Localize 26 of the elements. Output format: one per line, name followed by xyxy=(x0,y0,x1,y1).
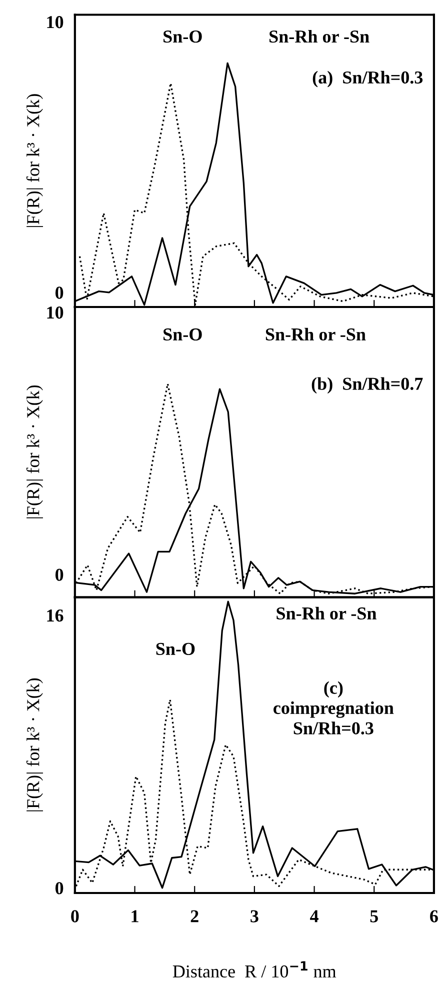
x-tick-label: 0 xyxy=(71,910,79,922)
y-axis-title: |F(R)| for k³ · X(k) xyxy=(26,385,43,518)
y-tick-label: 16 xyxy=(47,609,64,622)
annotation: Sn-O xyxy=(164,328,202,341)
y-tick-label: 10 xyxy=(47,306,64,319)
y-tick-label: 10 xyxy=(47,16,64,28)
x-tick-label: 2 xyxy=(190,910,198,922)
x-tick-label: 1 xyxy=(132,910,138,922)
x-axis-title: Distance R / 10$^{−1}$ nm xyxy=(172,961,336,978)
annotation: Sn-O xyxy=(164,30,202,43)
y-tick-label: 0 xyxy=(55,568,64,581)
y-tick-label: 0 xyxy=(55,286,64,299)
annotation: Sn-O xyxy=(156,642,195,656)
annotation: Sn-Rh or -Sn xyxy=(270,30,370,43)
annotation: (b) Sn/Rh=0.7 xyxy=(312,377,423,394)
annotation: Sn-Rh or -Sn xyxy=(266,328,366,341)
y-axis-title: |F(R)| for k³ · X(k) xyxy=(26,94,43,228)
y-tick-label: 0 xyxy=(55,882,64,894)
annotation: Sn-Rh or -Sn xyxy=(276,606,376,620)
x-tick-label: 5 xyxy=(370,910,378,922)
annotation: (c) coimpregnation Sn/Rh=0.3 xyxy=(274,681,394,734)
annotation: (a) Sn/Rh=0.3 xyxy=(312,70,423,88)
x-tick-label: 3 xyxy=(250,910,258,922)
x-tick-label: 6 xyxy=(430,910,438,922)
y-axis-title: |F(R)| for k³ · X(k) xyxy=(26,678,43,812)
x-tick-label: 4 xyxy=(310,910,318,922)
